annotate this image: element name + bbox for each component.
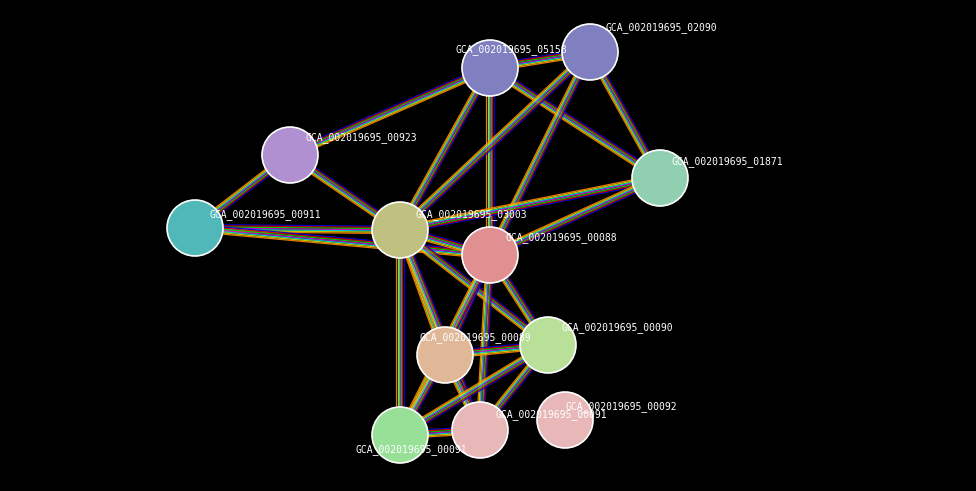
Text: GCA_002019695_00090: GCA_002019695_00090 — [562, 323, 673, 333]
Circle shape — [167, 200, 223, 256]
Text: GCA_002019695_05158: GCA_002019695_05158 — [455, 45, 567, 55]
Circle shape — [562, 24, 618, 80]
Circle shape — [462, 227, 518, 283]
Circle shape — [417, 327, 473, 383]
Text: GCA_002019695_00091: GCA_002019695_00091 — [355, 444, 467, 456]
Text: GCA_002019695_00911: GCA_002019695_00911 — [210, 210, 322, 220]
Text: GCA_002019695_01871: GCA_002019695_01871 — [672, 157, 784, 167]
Text: GCA_002019695_00092: GCA_002019695_00092 — [565, 402, 676, 412]
Circle shape — [372, 407, 428, 463]
Text: GCA_002019695_00091: GCA_002019695_00091 — [495, 409, 607, 420]
Text: GCA_002019695_00923: GCA_002019695_00923 — [305, 133, 417, 143]
Text: GCA_002019695_03003: GCA_002019695_03003 — [415, 210, 527, 220]
Circle shape — [262, 127, 318, 183]
Circle shape — [632, 150, 688, 206]
Circle shape — [462, 40, 518, 96]
Circle shape — [537, 392, 593, 448]
Text: GCA_002019695_02090: GCA_002019695_02090 — [605, 23, 716, 33]
Circle shape — [372, 202, 428, 258]
Text: GCA_002019695_00089: GCA_002019695_00089 — [420, 332, 532, 343]
Text: GCA_002019695_00088: GCA_002019695_00088 — [505, 233, 617, 244]
Circle shape — [452, 402, 508, 458]
Circle shape — [520, 317, 576, 373]
